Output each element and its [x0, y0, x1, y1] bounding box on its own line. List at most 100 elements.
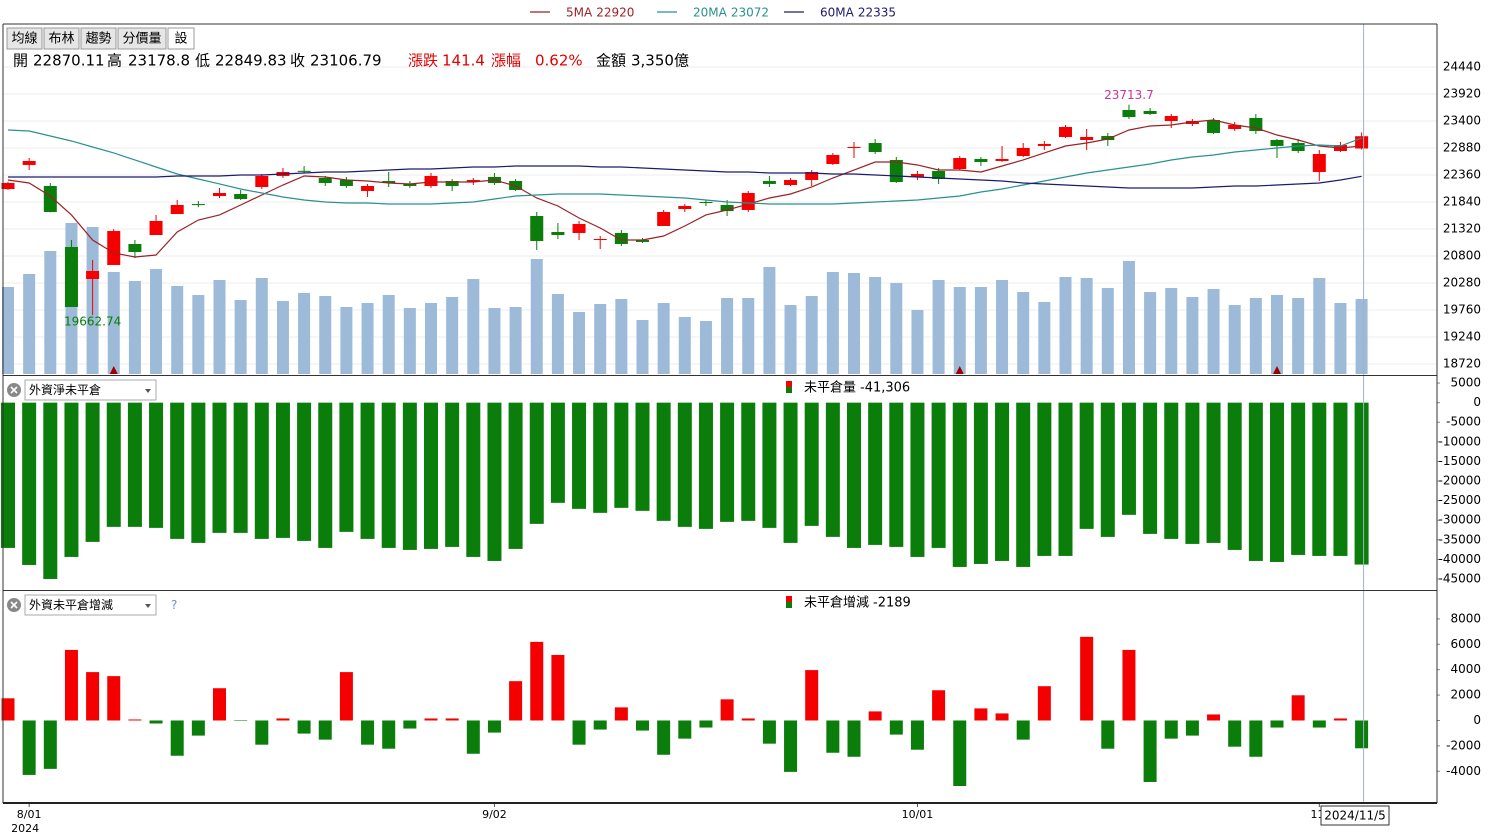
volume-bar — [974, 287, 987, 374]
bar — [487, 720, 501, 733]
candle-body — [255, 175, 269, 187]
y-tick-label: 22360 — [1443, 167, 1481, 181]
volume-bar — [319, 296, 332, 374]
dropdown-label[interactable]: 外資淨未平倉 — [29, 382, 101, 397]
volume-bar — [1144, 291, 1157, 374]
bar — [572, 720, 586, 745]
candle-body — [445, 181, 459, 186]
ma-line — [7, 119, 1362, 258]
button[interactable] — [6, 27, 43, 50]
bar — [381, 402, 396, 548]
volume-bar — [1017, 291, 1030, 374]
candle-body — [614, 232, 628, 244]
y-tick-label: -4000 — [1446, 764, 1481, 778]
bar — [614, 402, 629, 508]
candle-body — [1312, 154, 1326, 172]
bar — [530, 641, 544, 721]
bar — [889, 720, 903, 735]
y-tick-label: 8000 — [1450, 611, 1481, 625]
legend-value: 23072 — [731, 5, 769, 19]
volume-bar — [213, 279, 226, 374]
y-tick-label: -40000 — [1438, 552, 1481, 566]
bar — [614, 707, 628, 721]
button[interactable] — [117, 27, 167, 50]
dropdown[interactable] — [24, 594, 157, 616]
volume-bar — [1080, 278, 1093, 374]
button-label[interactable]: 趨勢 — [85, 32, 111, 47]
bar — [508, 402, 523, 549]
bar — [22, 402, 37, 565]
help-icon[interactable]: ? — [171, 598, 177, 612]
button-label[interactable]: 分價量 — [122, 32, 161, 47]
button-label[interactable]: 設 — [174, 31, 187, 47]
bar — [127, 402, 142, 527]
bar — [952, 402, 967, 567]
volume-bar — [911, 309, 924, 374]
bar — [804, 402, 819, 526]
button-label[interactable]: 布林 — [48, 32, 74, 47]
bar — [255, 720, 269, 745]
bar — [847, 402, 861, 548]
volume-bar — [192, 294, 205, 374]
high-annotation: 23713.7 — [1104, 88, 1154, 102]
candle-body — [551, 232, 565, 236]
button-label[interactable]: 均線 — [11, 31, 37, 47]
close-icon — [10, 601, 18, 609]
button[interactable] — [43, 27, 80, 50]
bar — [64, 402, 79, 557]
candle-body — [995, 159, 1009, 161]
volume-bar — [826, 272, 839, 374]
volume-bar — [890, 282, 903, 374]
candle-body — [128, 243, 142, 252]
candle-body — [530, 216, 544, 241]
settlement-marker — [109, 366, 118, 374]
bar — [107, 676, 121, 721]
volume-bar — [1186, 296, 1199, 374]
legend-name: 60MA — [820, 5, 855, 19]
bar — [1143, 720, 1157, 782]
candle-body — [1037, 143, 1051, 146]
legend-name: 20MA — [693, 5, 728, 19]
button[interactable] — [80, 27, 117, 50]
bar — [1270, 402, 1284, 562]
candle-body — [636, 240, 649, 242]
volume-bar — [932, 279, 945, 374]
info-value: 22849.83 — [215, 52, 287, 70]
legend-entry: 未平倉增減 -2189 — [804, 594, 911, 610]
bar — [318, 720, 332, 740]
bar — [360, 402, 375, 539]
candle-body — [213, 193, 226, 197]
bar — [741, 402, 756, 521]
candle-body — [593, 239, 607, 241]
bar — [656, 402, 671, 521]
volume-bar — [721, 297, 734, 374]
button[interactable] — [167, 27, 195, 50]
legend-entry: 5MA 22920 — [566, 5, 634, 19]
bar — [1037, 686, 1051, 721]
volume-bar — [298, 293, 311, 374]
candle-body — [1207, 120, 1221, 133]
volume-bar — [361, 302, 374, 374]
dropdown-label[interactable]: 外資未平倉增減 — [29, 597, 113, 612]
bar — [762, 720, 776, 744]
candle-body — [382, 181, 396, 183]
bar — [424, 402, 438, 549]
bar — [191, 720, 205, 736]
legend-entry: 60MA 22335 — [820, 5, 896, 19]
bar — [297, 402, 312, 541]
bar — [1, 402, 15, 548]
legend-swatch — [786, 381, 792, 387]
bar — [1248, 402, 1263, 561]
dropdown[interactable] — [24, 379, 157, 401]
legend-swatch — [786, 387, 792, 393]
y-tick-label: 24440 — [1443, 59, 1481, 73]
volume-bar — [234, 299, 247, 374]
legend-entry: 未平倉量 -41,306 — [804, 380, 910, 395]
bar — [677, 402, 692, 527]
bar — [1207, 714, 1221, 721]
bar — [43, 402, 58, 579]
info-value: 3,350億 — [631, 52, 689, 70]
bar — [910, 402, 925, 557]
bar — [973, 402, 988, 564]
volume-bar — [276, 300, 289, 374]
